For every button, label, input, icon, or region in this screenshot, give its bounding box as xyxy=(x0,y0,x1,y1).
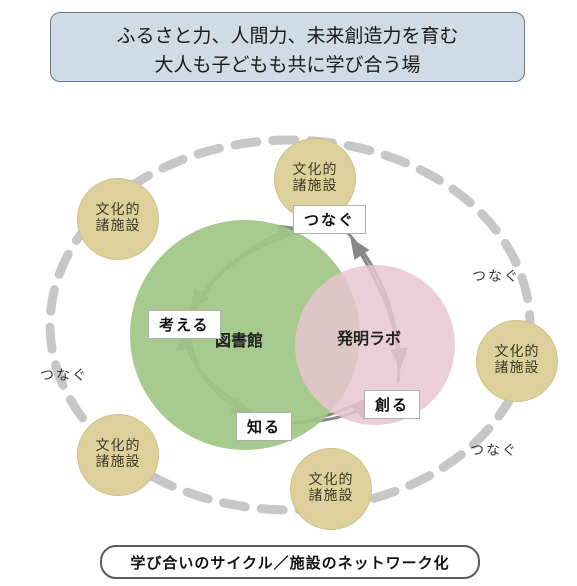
khaki-node-2: 文化的 諸施設 xyxy=(476,320,558,402)
chip-tsukuru: 創る xyxy=(364,390,420,419)
title-line-1: ふるさと力、人間力、未来創造力を育む xyxy=(69,23,506,52)
outer-tsunagu-2: つなぐ xyxy=(470,440,518,460)
diagram-stage: ふるさと力、人間力、未来創造力を育む 大人も子どもも共に学び合う場 図書館 発明… xyxy=(0,0,577,586)
khaki-node-4: 文化的 諸施設 xyxy=(290,448,372,530)
outer-tsunagu-1: つなぐ xyxy=(40,365,88,385)
outer-tsunagu-0: つなぐ xyxy=(472,266,520,286)
bottom-caption-box: 学び合いのサイクル／施設のネットワーク化 xyxy=(100,545,480,579)
venn-right-label: 発明ラボ xyxy=(337,325,401,349)
khaki-node-3: 文化的 諸施設 xyxy=(77,414,159,496)
title-box: ふるさと力、人間力、未来創造力を育む 大人も子どもも共に学び合う場 xyxy=(50,12,525,82)
venn-left-label: 図書館 xyxy=(215,327,263,351)
chip-kangaeru: 考える xyxy=(148,310,221,339)
chip-tsunagu: つなぐ xyxy=(293,205,366,234)
chip-shiru: 知る xyxy=(236,412,292,441)
khaki-node-1: 文化的 諸施設 xyxy=(77,178,159,260)
title-line-2: 大人も子どもも共に学び合う場 xyxy=(69,52,506,81)
